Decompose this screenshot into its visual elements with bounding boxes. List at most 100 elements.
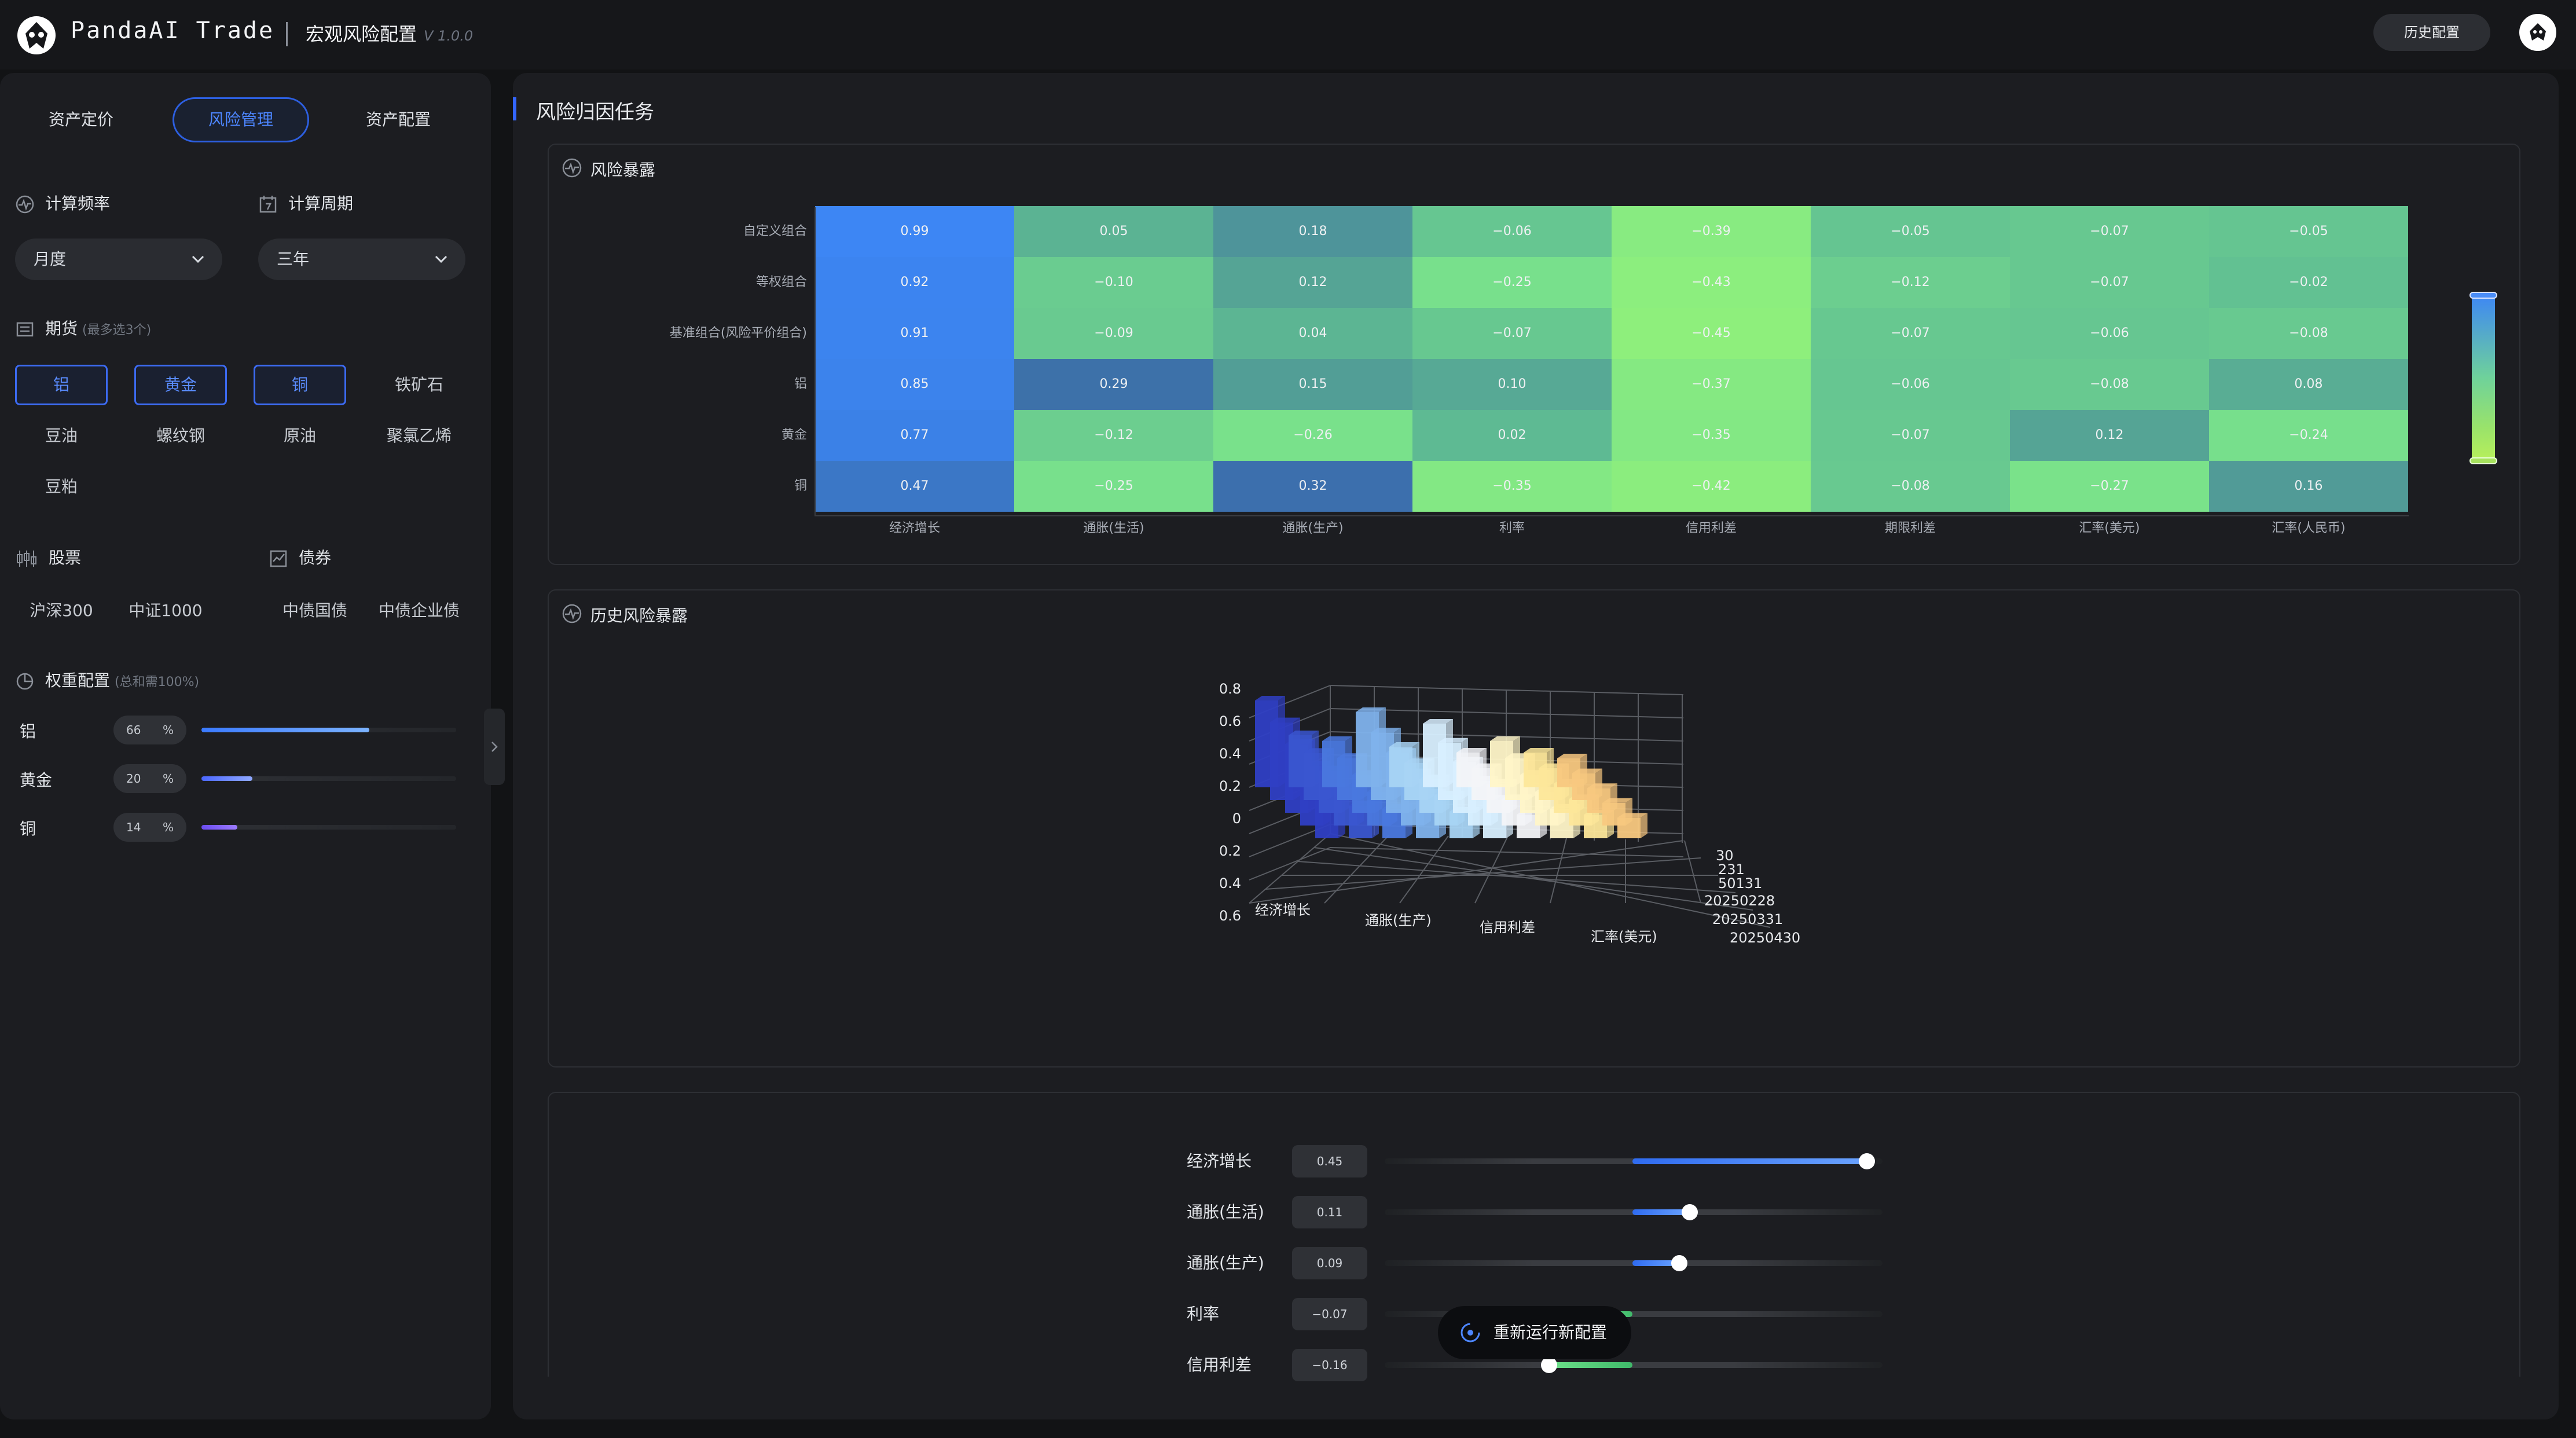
weight-input[interactable]: 66%: [113, 716, 186, 744]
heatmap-cell[interactable]: 0.05: [1014, 206, 1213, 257]
factor-slider-knob[interactable]: [1859, 1153, 1875, 1169]
heatmap-cell[interactable]: 0.18: [1213, 206, 1412, 257]
futures-chip-gold[interactable]: 黄金: [134, 365, 227, 405]
heatmap-cell[interactable]: 0.12: [2010, 410, 2209, 461]
factor-slider-knob[interactable]: [1682, 1204, 1698, 1220]
heatmap-cell[interactable]: −0.07: [1811, 308, 2010, 359]
heatmap-cell[interactable]: −0.35: [1612, 410, 1811, 461]
heatmap-cell[interactable]: −0.39: [1612, 206, 1811, 257]
factor-value-input[interactable]: 0.11: [1292, 1196, 1367, 1228]
heatmap-cell[interactable]: 0.47: [815, 461, 1014, 512]
heatmap-cell[interactable]: −0.05: [1811, 206, 2010, 257]
factor-value-input[interactable]: 0.09: [1292, 1247, 1367, 1279]
heatmap-cell[interactable]: −0.06: [1811, 359, 2010, 410]
heatmap-cell[interactable]: −0.09: [1014, 308, 1213, 359]
heatmap-cell[interactable]: 0.99: [815, 206, 1014, 257]
heatmap-cell[interactable]: 0.85: [815, 359, 1014, 410]
heatmap-cell[interactable]: −0.07: [2010, 206, 2209, 257]
heatmap-cell[interactable]: 0.15: [1213, 359, 1412, 410]
sidebar-collapse-button[interactable]: [484, 709, 505, 785]
heatmap-cell[interactable]: −0.25: [1412, 257, 1612, 308]
futures-chip-copper[interactable]: 铜: [254, 365, 346, 405]
stock-chip-csi1000[interactable]: 中证1000: [129, 601, 203, 620]
heatmap-cell[interactable]: 0.16: [2209, 461, 2408, 512]
history-config-button[interactable]: 历史配置: [2373, 14, 2490, 51]
panda-logo-icon[interactable]: [17, 16, 56, 54]
heatmap-cell[interactable]: 0.32: [1213, 461, 1412, 512]
frequency-select[interactable]: 月度: [15, 239, 222, 280]
heatmap-cell[interactable]: −0.07: [2010, 257, 2209, 308]
factor-slider-knob[interactable]: [1671, 1255, 1687, 1271]
heatmap-cell[interactable]: −0.05: [2209, 206, 2408, 257]
heatmap-cell[interactable]: −0.12: [1811, 257, 2010, 308]
bond-chip-govt[interactable]: 中债国债: [282, 601, 347, 620]
weight-slider-track[interactable]: [201, 825, 456, 830]
heatmap-cell[interactable]: −0.08: [2209, 308, 2408, 359]
bar-3d-top: [1456, 748, 1487, 753]
bar-3d-top: [1617, 813, 1647, 818]
y-tick-label: 50131: [1718, 875, 1762, 892]
heatmap-cell[interactable]: −0.27: [2010, 461, 2209, 512]
heatmap-cell[interactable]: −0.06: [2010, 308, 2209, 359]
factor-slider-label: 利率: [1187, 1304, 1220, 1323]
calc-period-label: 计算周期: [258, 191, 353, 214]
factor-value-input[interactable]: −0.07: [1292, 1298, 1367, 1330]
heatmap-cell[interactable]: −0.24: [2209, 410, 2408, 461]
weight-input[interactable]: 20%: [113, 764, 186, 793]
rerun-config-button[interactable]: 重新运行新配置: [1438, 1306, 1631, 1359]
grid-line: [1297, 861, 1736, 893]
factor-value-input[interactable]: −0.16: [1292, 1349, 1367, 1381]
user-avatar-icon[interactable]: [2519, 14, 2556, 51]
heatmap-cell[interactable]: −0.43: [1612, 257, 1811, 308]
heatmap-cell[interactable]: −0.25: [1014, 461, 1213, 512]
heatmap-cell[interactable]: 0.77: [815, 410, 1014, 461]
heatmap-cell[interactable]: −0.42: [1612, 461, 1811, 512]
heatmap-cell[interactable]: −0.45: [1612, 308, 1811, 359]
heatmap-cell[interactable]: −0.12: [1014, 410, 1213, 461]
stock-chip-csi300[interactable]: 沪深300: [30, 601, 93, 620]
heatmap-cell[interactable]: 0.08: [2209, 359, 2408, 410]
tab-risk-management[interactable]: 风险管理: [173, 97, 309, 142]
heatmap-cell[interactable]: −0.07: [1811, 410, 2010, 461]
factor-slider-track[interactable]: [1385, 1362, 1883, 1368]
futures-chip-soybean-meal[interactable]: 豆粕: [45, 477, 78, 496]
futures-chip-aluminum[interactable]: 铝: [15, 365, 108, 405]
heatmap-cell[interactable]: −0.08: [1811, 461, 2010, 512]
tab-asset-allocation[interactable]: 资产配置: [365, 110, 431, 129]
factor-value-input[interactable]: 0.45: [1292, 1145, 1367, 1177]
color-scale-top-handle[interactable]: [2469, 292, 2497, 299]
heatmap-cell[interactable]: −0.08: [2010, 359, 2209, 410]
period-select[interactable]: 三年: [258, 239, 465, 280]
heatmap-cell[interactable]: −0.10: [1014, 257, 1213, 308]
heatmap-cell[interactable]: 0.04: [1213, 308, 1412, 359]
factor-slider-knob[interactable]: [1541, 1357, 1557, 1373]
bond-chip-corporate[interactable]: 中债企业债: [378, 601, 460, 620]
heatmap-cell[interactable]: −0.37: [1612, 359, 1811, 410]
futures-chip-pvc[interactable]: 聚氯乙烯: [386, 426, 452, 445]
heatmap-cell[interactable]: −0.26: [1213, 410, 1412, 461]
weight-slider-track[interactable]: [201, 776, 456, 781]
tab-asset-pricing[interactable]: 资产定价: [48, 110, 113, 129]
factor-slider-track[interactable]: [1385, 1311, 1883, 1317]
heatmap-cell[interactable]: 0.10: [1412, 359, 1612, 410]
futures-chip-crude-oil[interactable]: 原油: [283, 426, 316, 445]
heatmap-cell[interactable]: −0.02: [2209, 257, 2408, 308]
futures-chip-rebar[interactable]: 螺纹钢: [156, 426, 205, 445]
futures-chip-iron-ore[interactable]: 铁矿石: [394, 375, 443, 394]
weight-unit: %: [162, 820, 174, 834]
factor-slider-fill: [1632, 1260, 1679, 1266]
heatmap-cell[interactable]: −0.06: [1412, 206, 1612, 257]
futures-chip-soybean-oil[interactable]: 豆油: [45, 426, 78, 445]
heatmap-cell[interactable]: −0.07: [1412, 308, 1612, 359]
heatmap-cell[interactable]: 0.92: [815, 257, 1014, 308]
color-scale-bottom-handle[interactable]: [2469, 457, 2497, 464]
heatmap-cell[interactable]: 0.91: [815, 308, 1014, 359]
heatmap-cell[interactable]: 0.12: [1213, 257, 1412, 308]
grid-line: [1324, 834, 1390, 904]
heatmap-cell[interactable]: 0.29: [1014, 359, 1213, 410]
heatmap-cell[interactable]: 0.02: [1412, 410, 1612, 461]
calendar-icon: [259, 196, 277, 213]
weight-input[interactable]: 14%: [113, 813, 186, 842]
heatmap-cell[interactable]: −0.35: [1412, 461, 1612, 512]
